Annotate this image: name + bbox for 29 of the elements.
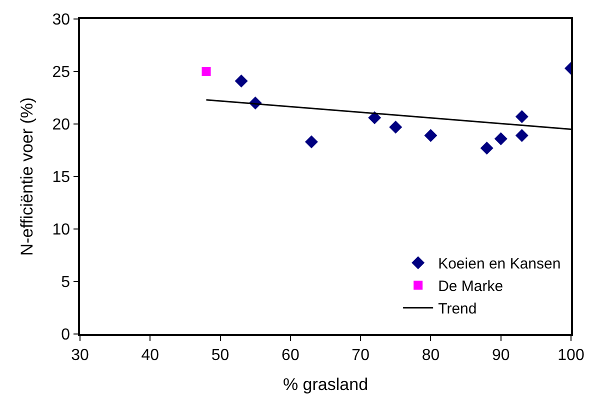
x-tick-label: 60 xyxy=(282,346,300,364)
y-tick-label: 10 xyxy=(52,222,70,239)
point xyxy=(515,110,528,124)
y-axis-title: N-efficiëntie voer (%) xyxy=(17,97,36,256)
y-tick-label: 20 xyxy=(52,116,70,134)
point xyxy=(202,67,211,76)
point xyxy=(368,111,382,124)
x-tick-label: 100 xyxy=(558,346,584,364)
x-tick-label: 40 xyxy=(141,346,160,364)
point xyxy=(234,74,248,88)
x-tick-label: 90 xyxy=(492,346,510,364)
legend-label: Koeien en Kansen xyxy=(438,256,561,273)
x-tick-label: 50 xyxy=(211,346,230,364)
y-tick-label: 15 xyxy=(52,169,70,186)
legend-label: Trend xyxy=(438,300,477,318)
x-tick-label: 70 xyxy=(352,346,370,364)
point xyxy=(389,120,402,134)
point xyxy=(494,132,508,146)
point xyxy=(515,129,528,142)
point xyxy=(480,142,494,155)
y-tick-label: 30 xyxy=(52,12,70,29)
y-tick-label: 25 xyxy=(52,64,70,82)
x-axis-title: % grasland xyxy=(282,374,368,394)
point xyxy=(304,135,318,148)
y-tick-label: 5 xyxy=(61,274,70,292)
point xyxy=(424,129,438,142)
x-tick-label: 80 xyxy=(422,346,440,364)
legend-label: De Marke xyxy=(438,278,504,296)
y-tick-label: 0 xyxy=(61,326,70,344)
